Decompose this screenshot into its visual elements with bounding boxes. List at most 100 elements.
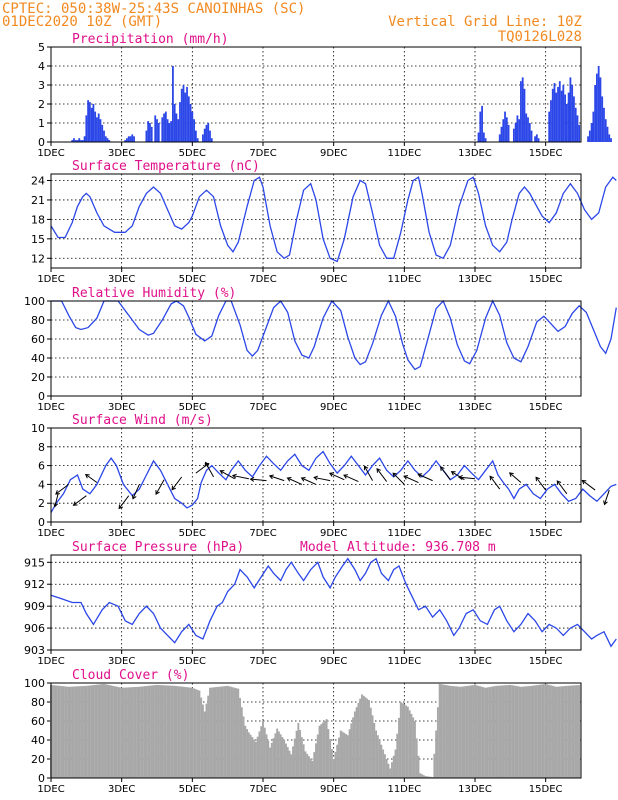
precip-bar [530,130,533,142]
wind-arrow-head [458,474,463,480]
cloud-bar [65,686,68,778]
precip-bar [523,88,526,142]
x-tick-label: 11DEC [387,402,421,413]
cloud-bar [327,729,330,778]
wind-arrow [250,478,267,482]
wind-arrow-head [286,477,292,482]
wind-arrow [132,484,140,500]
cloud-bar [201,704,204,778]
wind-arrow-head [450,471,456,476]
wind-arrow-head [556,480,562,486]
cloud-bar [528,686,531,778]
cloud-bar [129,687,132,778]
cloud-bar [133,687,135,778]
cloud-bar [304,751,307,778]
cloud-bar [530,685,533,778]
cloud-bar [512,685,515,778]
cloud-bar [292,746,294,778]
precip-bar [205,124,208,142]
cloud-bar [364,697,367,778]
cloud-bar [272,738,275,778]
cloud-bar [535,685,538,778]
precip-bar [73,138,75,142]
cloud-bar [228,686,231,778]
cloud-bar [497,685,499,778]
cloud-bar [262,721,264,778]
cloud-bar [389,768,392,778]
precip-bar [518,119,521,142]
precip-bar [597,66,600,142]
precip-bar [150,126,153,142]
wind-arrow [171,476,183,490]
cloud-bar [410,713,413,778]
precip-bar [558,81,561,142]
x-tick-label: 7DEC [249,148,276,159]
cloud-bar [527,686,529,778]
cloud-bar [140,686,143,778]
precip-bar [525,113,528,142]
cloud-bar [242,716,245,778]
cloud-bar [525,686,528,778]
y-tick-label: 100 [24,677,45,690]
cloud-bar [489,686,492,778]
cloud-bar [366,698,369,778]
cloud-bar [558,686,561,778]
precip-bar [498,134,501,142]
precip-bar [194,130,197,142]
precip-bar [74,140,77,142]
wind-arrow [376,468,388,482]
precip-bar [576,115,579,142]
y-tick-label: 4 [38,60,45,73]
x-tick-label: 15DEC [529,528,563,539]
precip-bar [104,136,107,142]
precip-bar [557,86,559,142]
cloud-bar [306,753,309,778]
cloud-bar [452,686,455,778]
y-tick-label: 0 [38,390,45,403]
cloud-bar [277,731,280,778]
precip-bar [604,119,607,142]
cloud-bar [152,685,155,778]
x-tick-label: 3DEC [108,274,135,285]
precip-bar [90,107,93,142]
cloud-bar [422,775,425,778]
wind-arrow [287,477,303,485]
x-tick-label: 9DEC [320,148,347,159]
cloud-bar [118,687,121,778]
cloud-bar [210,687,213,778]
cloud-bar [334,751,337,778]
precip-bar [173,104,176,142]
cloud-bar [251,737,254,778]
cloud-bar [375,730,378,778]
cloud-bar [571,685,574,778]
cloud-bar [511,685,514,778]
cloud-bar [274,733,277,778]
cloud-bar [352,717,355,778]
cloud-bar [320,724,323,778]
precip-bar [535,134,538,142]
cloud-bar [546,684,549,778]
wind-arrow [301,477,317,485]
cloud-bar [572,685,575,778]
cloud-bar [214,687,217,778]
cloud-bar [285,743,287,778]
precip-bar [184,92,187,142]
wind-arrow-head [392,472,398,478]
y-tick-label: 0 [38,516,45,529]
cloud-bar [74,686,77,778]
x-tick-label: 11DEC [387,528,421,539]
cloud-bar [113,686,116,778]
cloud-bar [373,722,376,778]
cloud-bar [76,686,79,778]
wind-arrow [556,480,568,495]
pressure-panel: 903 906 909 912 915 1DEC 3DEC 5DEC 7DEC 9DEC 11DEC… [24,540,617,667]
y-tick-label: 12 [31,252,45,265]
cloud-bar [94,684,97,778]
precip-bar [565,104,568,142]
precip-bar [502,119,505,142]
cloud-bar [514,685,517,778]
cloud-bar [421,774,423,778]
cloud-bar [134,686,137,778]
cloud-bar [78,686,81,778]
cloud-bar [459,686,462,778]
